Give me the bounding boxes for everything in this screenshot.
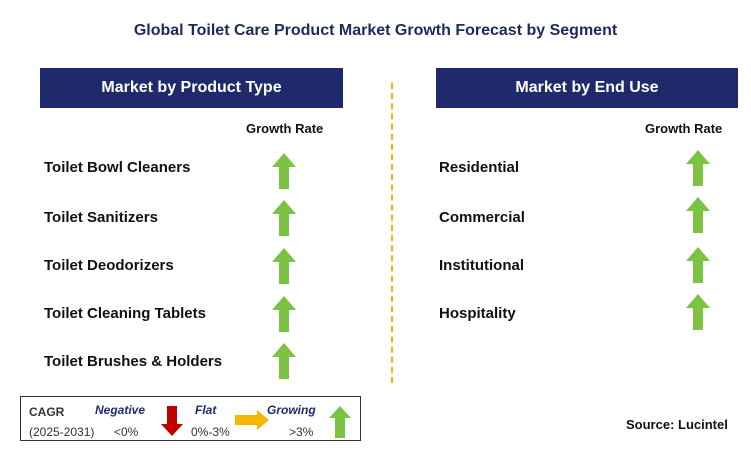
legend-period: (2025-2031) xyxy=(29,425,95,439)
up-arrow-icon xyxy=(329,406,351,438)
down-arrow-icon xyxy=(161,406,183,436)
up-arrow-icon xyxy=(686,150,710,186)
source-note: Source: Lucintel xyxy=(626,417,728,432)
legend-negative-label: Negative xyxy=(95,403,146,417)
end-use-growth-rate-label: Growth Rate xyxy=(645,121,723,136)
product-type-item: Toilet Cleaning Tablets xyxy=(44,305,206,322)
legend-growing-label: Growing xyxy=(267,403,316,417)
end-use-item: Residential xyxy=(439,159,520,176)
legend-negative-value: <0% xyxy=(114,425,139,439)
product-type-growth-rate-label: Growth Rate xyxy=(246,121,324,136)
up-arrow-icon xyxy=(272,153,296,189)
up-arrow-icon xyxy=(272,200,296,236)
right-arrow-icon xyxy=(235,410,269,430)
panel-divider xyxy=(391,83,393,383)
up-arrow-icon xyxy=(272,343,296,379)
legend-flat-label: Flat xyxy=(195,403,217,417)
cagr-legend: CAGR (2025-2031) Negative <0% Flat 0%-3%… xyxy=(20,396,361,441)
product-type-header: Market by Product Type xyxy=(40,68,343,108)
legend-growing-value: >3% xyxy=(289,425,314,439)
end-use-item: Commercial xyxy=(439,209,525,226)
product-type-item: Toilet Brushes & Holders xyxy=(44,353,223,370)
end-use-item: Institutional xyxy=(439,257,524,274)
end-use-header: Market by End Use xyxy=(436,68,738,108)
product-type-item: Toilet Sanitizers xyxy=(44,209,158,226)
up-arrow-icon xyxy=(686,294,710,330)
product-type-item: Toilet Deodorizers xyxy=(44,257,174,274)
product-type-item: Toilet Bowl Cleaners xyxy=(44,159,191,176)
up-arrow-icon xyxy=(272,296,296,332)
legend-flat-value: 0%-3% xyxy=(191,425,230,439)
up-arrow-icon xyxy=(272,248,296,284)
end-use-item: Hospitality xyxy=(439,305,516,322)
legend-cagr-label: CAGR xyxy=(29,405,65,419)
up-arrow-icon xyxy=(686,197,710,233)
up-arrow-icon xyxy=(686,247,710,283)
page-title: Global Toilet Care Product Market Growth… xyxy=(133,22,618,39)
